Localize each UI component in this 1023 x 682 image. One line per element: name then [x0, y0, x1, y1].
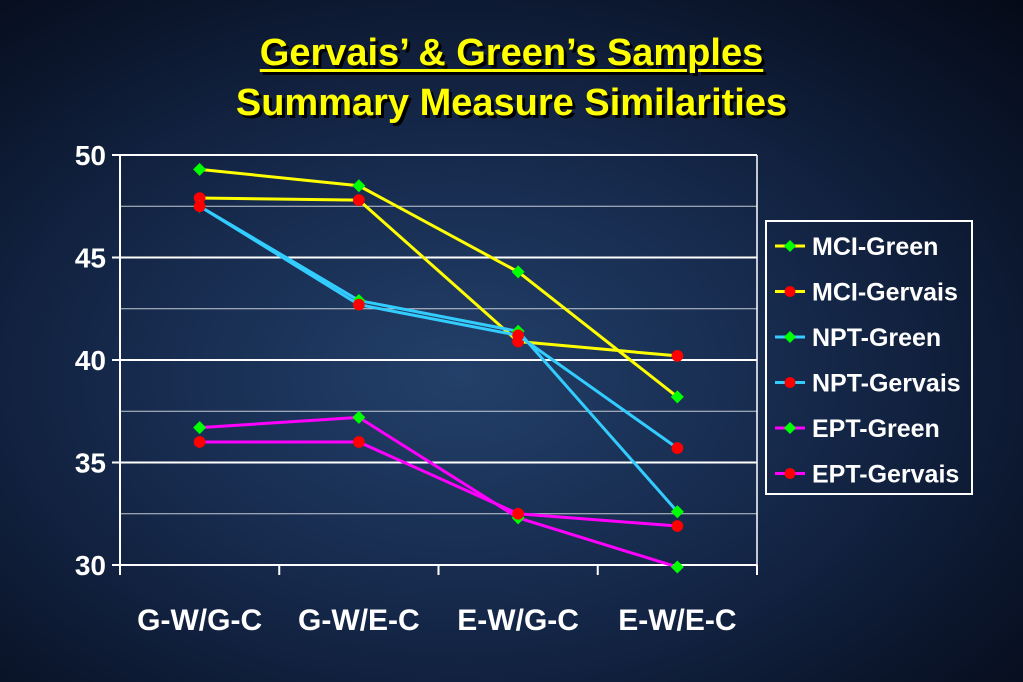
diamond-marker — [352, 410, 366, 424]
circle-marker — [671, 350, 684, 362]
series-line — [199, 440, 678, 528]
circle-marker — [512, 329, 524, 342]
legend-entry[interactable]: MCI-Green — [775, 233, 938, 261]
diamond-marker — [784, 331, 796, 343]
diamond-marker — [193, 421, 207, 435]
series-line — [198, 204, 679, 513]
legend-entry[interactable]: NPT-Green — [775, 324, 941, 352]
title-line-2: Summary Measure Similarities — [235, 82, 788, 124]
data-series — [193, 162, 684, 574]
diamond-marker — [193, 162, 207, 176]
series-ept-green — [193, 410, 684, 574]
circle-marker — [671, 442, 684, 454]
circle-marker — [193, 436, 206, 448]
series-mci-gervais — [193, 192, 684, 362]
legend-label: EPT-Green — [812, 415, 940, 443]
y-tick-label: 35 — [75, 448, 106, 479]
diamond-marker — [352, 179, 366, 193]
y-tick-label: 30 — [75, 550, 106, 581]
x-tick-label: E-W/E-C — [618, 604, 736, 637]
circle-marker — [193, 200, 206, 213]
legend-label: NPT-Gervais — [812, 370, 961, 398]
title-line-1: Gervais’ & Green’s Samples — [259, 32, 764, 74]
series-line — [199, 415, 678, 569]
x-tick-label: G-W/E-C — [298, 604, 420, 637]
legend-entry[interactable]: EPT-Gervais — [775, 461, 959, 489]
diamond-marker — [511, 265, 525, 279]
legend-entry[interactable]: MCI-Gervais — [775, 279, 958, 307]
legend-entry[interactable]: NPT-Gervais — [775, 370, 961, 398]
circle-marker — [671, 520, 684, 532]
legend-box — [765, 220, 973, 495]
y-tick-label: 50 — [75, 140, 106, 171]
y-tick-label: 45 — [75, 243, 106, 274]
circle-marker — [784, 286, 796, 297]
x-tick-label: G-W/G-C — [137, 604, 262, 637]
circle-marker — [784, 468, 796, 479]
slide-title: Gervais’ & Green’s Samples Summary Measu… — [0, 28, 1023, 128]
circle-marker — [353, 194, 365, 206]
legend-label: MCI-Green — [812, 233, 938, 261]
series-mci-green — [193, 162, 684, 404]
legend-entry[interactable]: EPT-Green — [775, 415, 940, 443]
legend[interactable]: MCI-Green MCI-Gervais NPT-Green NPT-Gervais… — [765, 220, 973, 495]
circle-marker — [353, 436, 365, 448]
y-tick-label: 40 — [75, 345, 106, 376]
legend-label: MCI-Gervais — [812, 279, 958, 307]
axes — [112, 154, 758, 575]
circle-marker — [193, 192, 206, 204]
diamond-marker — [784, 422, 796, 434]
legend-label: NPT-Green — [812, 324, 941, 352]
series-npt-gervais — [193, 200, 684, 454]
circle-marker — [353, 298, 365, 311]
gridlines — [120, 154, 757, 515]
series-line — [199, 196, 678, 358]
legend-label: EPT-Gervais — [812, 461, 959, 489]
circle-marker — [512, 507, 524, 520]
diamond-marker — [670, 560, 684, 574]
circle-marker — [784, 377, 796, 388]
x-tick-label: E-W/G-C — [457, 604, 579, 637]
diamond-marker — [670, 505, 684, 519]
x-tick-labels: G-W/G-C G-W/E-C E-W/G-C E-W/E-C — [137, 604, 736, 637]
diamond-marker — [784, 240, 796, 252]
series-line — [199, 167, 679, 399]
y-tick-labels: 30 35 40 45 50 — [75, 140, 106, 581]
diamond-marker — [670, 390, 684, 404]
series-line — [198, 204, 679, 450]
series-ept-gervais — [193, 436, 684, 532]
